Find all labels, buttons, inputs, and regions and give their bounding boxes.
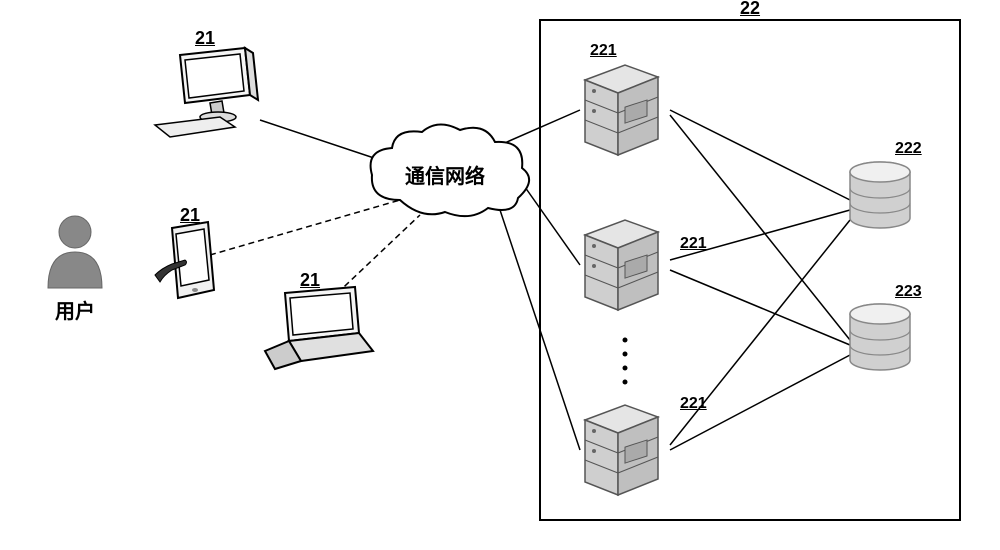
db2-icon <box>840 300 920 385</box>
server1-label: 221 <box>590 42 617 60</box>
server1-icon <box>570 55 670 170</box>
db2-label: 223 <box>895 283 922 301</box>
system-box-label: 22 <box>740 0 760 19</box>
ellipsis-icon <box>623 338 628 385</box>
server3-label: 221 <box>680 395 707 413</box>
server3-icon <box>570 395 670 510</box>
server2-label: 221 <box>680 235 707 253</box>
db1-label: 222 <box>895 140 922 158</box>
laptop-label: 21 <box>300 270 320 291</box>
desktop-label: 21 <box>195 28 215 49</box>
user-icon <box>40 210 110 295</box>
phone-icon <box>150 220 220 315</box>
server2-icon <box>570 210 670 325</box>
desktop-icon <box>150 45 270 150</box>
cloud-label: 通信网络 <box>405 160 485 189</box>
user-label: 用户 <box>55 295 95 324</box>
laptop-icon <box>255 285 375 380</box>
db1-icon <box>840 158 920 243</box>
phone-label: 21 <box>180 205 200 226</box>
